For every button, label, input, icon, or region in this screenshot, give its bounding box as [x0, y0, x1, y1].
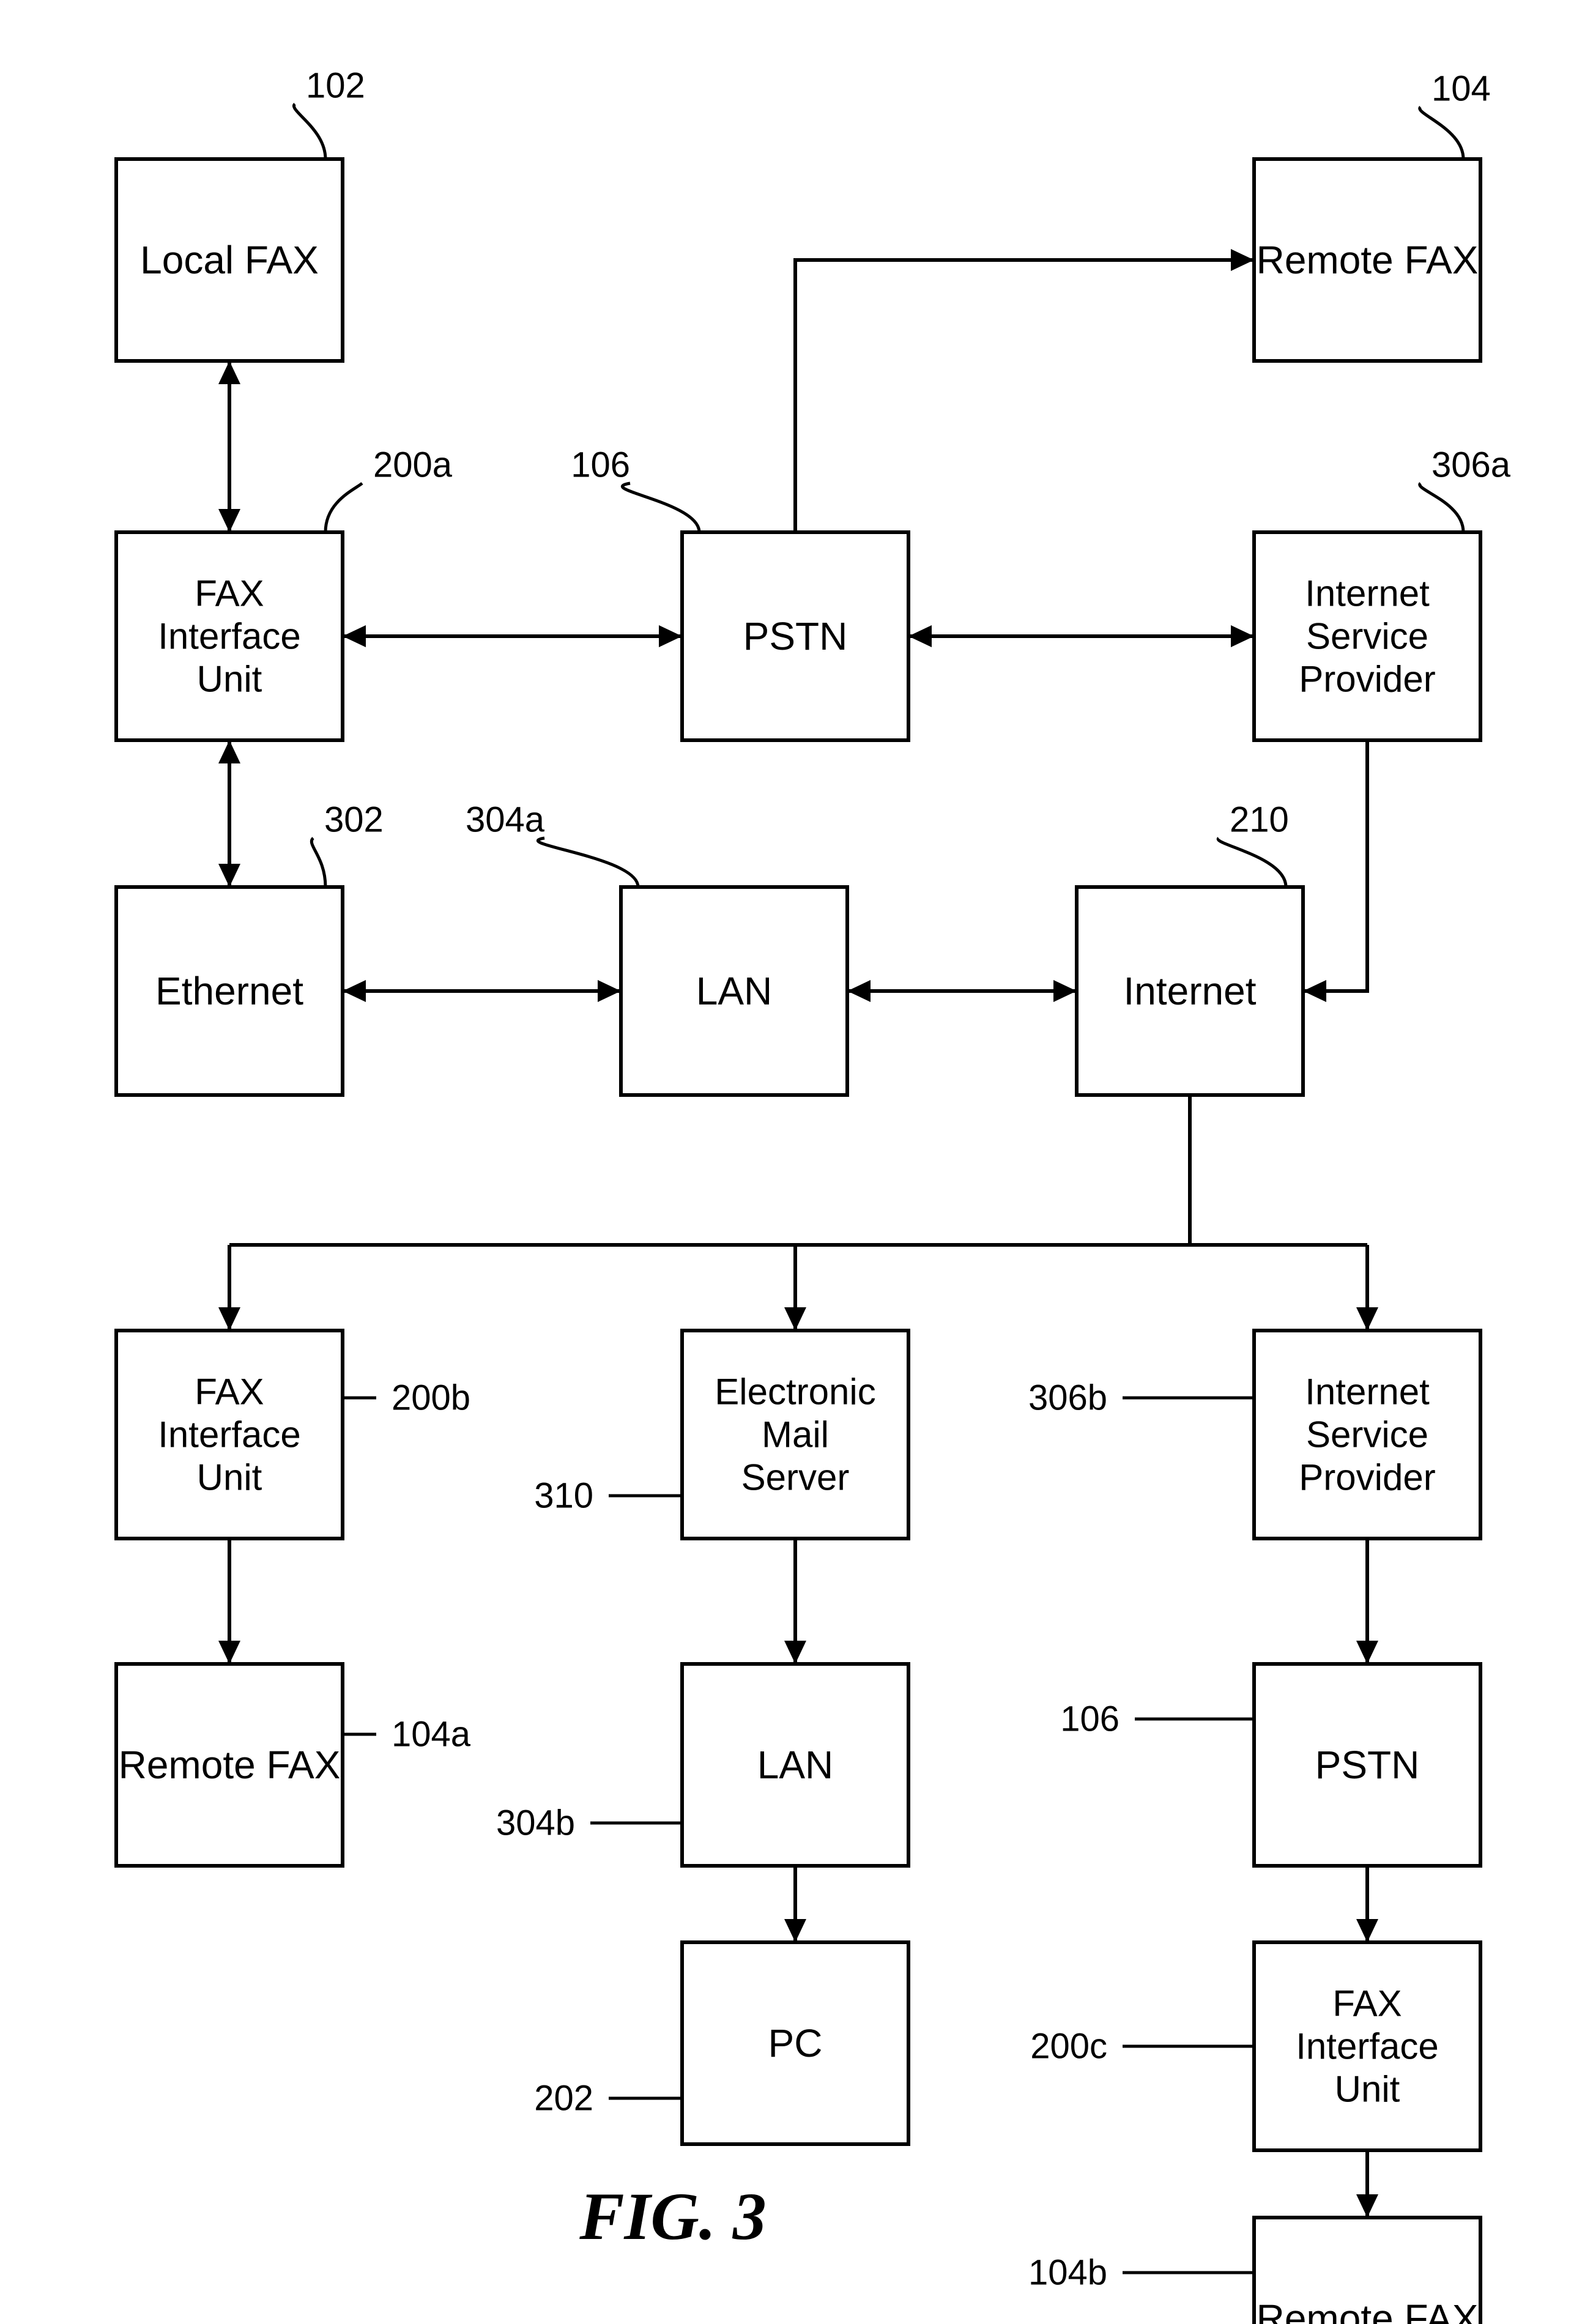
arrowhead [1356, 2194, 1378, 2218]
arrowhead [218, 1307, 240, 1331]
arrowhead [218, 740, 240, 763]
ref-label-104a: 104a [392, 1715, 471, 1754]
ref-label-106: 106 [1060, 1699, 1120, 1739]
ref-label-302: 302 [324, 800, 384, 840]
arrowhead [598, 980, 621, 1002]
node-label-email: Server [741, 1457, 850, 1498]
node-label-fax_iu_b: Interface [158, 1414, 300, 1455]
ref-leader-200a [325, 483, 362, 532]
node-label-isp_b: Provider [1299, 1457, 1435, 1498]
node-label-lan_a: LAN [696, 969, 773, 1013]
node-isp_a: InternetServiceProvider [1254, 532, 1480, 740]
edge-internet-isp_a [1303, 740, 1367, 991]
node-label-remote_fax_b: Remote FAX [1257, 2296, 1479, 2324]
node-label-isp_b: Internet [1305, 1372, 1430, 1413]
node-label-remote_fax_a: Remote FAX [119, 1743, 341, 1787]
arrowhead [784, 1641, 806, 1664]
arrowhead [218, 509, 240, 532]
ref-label-202: 202 [534, 2079, 593, 2118]
node-ethernet: Ethernet [116, 887, 343, 1095]
arrowhead [1356, 1307, 1378, 1331]
ref-leader-106 [622, 483, 699, 532]
node-lan_a: LAN [621, 887, 847, 1095]
node-label-pstn_b: PSTN [1315, 1743, 1420, 1787]
node-pc: PC [682, 1942, 908, 2144]
arrowhead [343, 980, 366, 1002]
arrowhead [218, 1641, 240, 1664]
arrowhead [908, 625, 932, 647]
node-label-ethernet: Ethernet [155, 969, 303, 1013]
fax-network-diagram: Local FAXRemote FAXFAXInterfaceUnitPSTNI… [0, 0, 1593, 2324]
node-label-isp_b: Service [1306, 1414, 1428, 1455]
ref-leader-210 [1218, 838, 1286, 887]
ref-label-304a: 304a [466, 800, 545, 840]
ref-label-104b: 104b [1028, 2253, 1107, 2293]
node-label-isp_a: Provider [1299, 659, 1435, 700]
arrowhead [1303, 980, 1326, 1002]
node-label-remote_fax: Remote FAX [1257, 238, 1479, 282]
node-label-isp_a: Internet [1305, 573, 1430, 614]
arrowhead [343, 625, 366, 647]
figure-label: FIG. 3 [579, 2179, 767, 2254]
arrowhead [1053, 980, 1077, 1002]
ref-leader-304a [538, 838, 638, 887]
arrowhead [1356, 1641, 1378, 1664]
node-remote_fax_a: Remote FAX [116, 1664, 343, 1866]
arrowhead [1231, 249, 1254, 271]
ref-leader-306a [1420, 483, 1463, 532]
arrowhead [659, 625, 682, 647]
node-label-fax_iu_c: FAX [1332, 1983, 1402, 2024]
ref-leader-302 [311, 838, 325, 887]
node-isp_b: InternetServiceProvider [1254, 1331, 1480, 1539]
ref-label-102: 102 [306, 66, 365, 106]
arrowhead [784, 1919, 806, 1942]
ref-label-106: 106 [571, 445, 630, 485]
node-label-fax_iu_c: Interface [1296, 2026, 1438, 2067]
node-label-lan_b: LAN [757, 1743, 834, 1787]
node-label-isp_a: Service [1306, 616, 1428, 657]
ref-label-200b: 200b [392, 1378, 470, 1418]
ref-label-306a: 306a [1431, 445, 1511, 485]
ref-label-310: 310 [534, 1476, 593, 1516]
node-label-local_fax: Local FAX [140, 238, 319, 282]
arrowhead [784, 1307, 806, 1331]
node-label-email: Mail [762, 1414, 829, 1455]
node-label-fax_iu_b: Unit [197, 1457, 262, 1498]
node-label-internet: Internet [1123, 969, 1256, 1013]
ref-label-200c: 200c [1030, 2027, 1107, 2066]
node-local_fax: Local FAX [116, 159, 343, 361]
ref-label-104: 104 [1431, 69, 1491, 109]
node-internet: Internet [1077, 887, 1303, 1095]
ref-leader-104 [1420, 107, 1463, 159]
arrowhead [1231, 625, 1254, 647]
ref-leader-102 [294, 104, 325, 159]
node-fax_iu_c: FAXInterfaceUnit [1254, 1942, 1480, 2150]
node-label-fax_iu_a: FAX [195, 573, 264, 614]
node-label-fax_iu_b: FAX [195, 1372, 264, 1413]
node-fax_iu_a: FAXInterfaceUnit [116, 532, 343, 740]
node-email: ElectronicMailServer [682, 1331, 908, 1539]
arrowhead [1356, 1919, 1378, 1942]
node-label-pstn_top: PSTN [743, 614, 848, 658]
node-label-fax_iu_c: Unit [1335, 2069, 1400, 2110]
node-remote_fax_b: Remote FAX [1254, 2218, 1480, 2324]
node-label-fax_iu_a: Unit [197, 659, 262, 700]
ref-label-210: 210 [1230, 800, 1289, 840]
node-label-pc: PC [768, 2021, 823, 2065]
node-remote_fax: Remote FAX [1254, 159, 1480, 361]
node-lan_b: LAN [682, 1664, 908, 1866]
arrowhead [847, 980, 871, 1002]
ref-label-306b: 306b [1028, 1378, 1107, 1418]
ref-label-200a: 200a [373, 445, 453, 485]
ref-label-304b: 304b [496, 1803, 575, 1843]
node-label-email: Electronic [715, 1372, 875, 1413]
edge-pstn_top-remote_fax [795, 260, 1254, 532]
arrowhead [218, 361, 240, 384]
node-pstn_b: PSTN [1254, 1664, 1480, 1866]
node-label-fax_iu_a: Interface [158, 616, 300, 657]
node-fax_iu_b: FAXInterfaceUnit [116, 1331, 343, 1539]
arrowhead [218, 864, 240, 887]
node-pstn_top: PSTN [682, 532, 908, 740]
